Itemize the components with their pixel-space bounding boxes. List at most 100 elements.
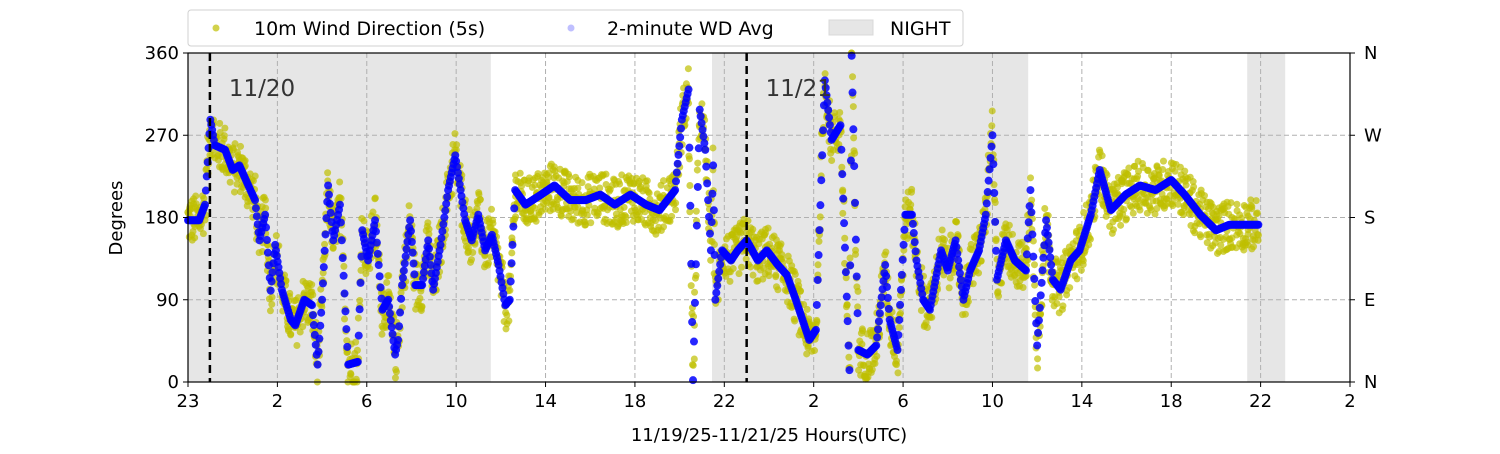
wd-avg-point [314,347,323,356]
wd-5s-point [643,177,651,185]
wd-avg-point [357,252,366,261]
wd-avg-point [507,259,516,268]
wd-5s-point [777,240,785,248]
wd-avg-point [339,271,348,280]
wd-5s-point [1200,192,1208,200]
wd-5s-point [1189,178,1197,186]
wd-avg-point [842,292,851,301]
wd-5s-point [759,275,767,283]
wd-5s-point [1098,152,1106,160]
wd-5s-point [940,236,948,244]
legend-5s-label: 10m Wind Direction (5s) [254,18,485,40]
legend-5s-marker [212,24,220,32]
wd-avg-point [705,229,714,238]
day-markers: 11/20 11/21 [208,53,832,382]
wd-avg-point [371,216,380,225]
wd-5s-point [1190,183,1198,191]
wd-5s-point [451,130,459,138]
wd-avg-point [340,289,349,298]
wd-avg-point [409,259,418,268]
wd-avg-point [419,274,428,283]
wd-avg-point [711,295,720,304]
x-axis-label: 11/19/25-11/21/25 Hours(UTC) [631,425,907,446]
wd-5s-point [296,328,304,336]
wd-avg-point [988,131,997,140]
x-tick-label: 14 [534,391,557,412]
wd-avg-point [410,270,419,279]
y-tick-label: 90 [156,290,179,311]
wd-avg-point [1046,253,1055,262]
wd-avg-point [373,249,382,258]
wd-avg-point [689,337,698,346]
wd-avg-point [371,227,380,236]
legend-night-label: NIGHT [890,18,951,40]
wd-avg-point [252,212,261,221]
wd-avg-point [396,308,405,317]
wd-5s-point [765,272,773,280]
wd-5s-point [698,100,706,108]
wd-avg-point [338,254,347,263]
wd-avg-point [898,255,907,264]
wd-5s-point [505,317,513,325]
wd-avg-point [459,204,468,213]
wd-5s-point [1153,205,1161,213]
wd-5s-point [329,244,337,252]
wd-avg-point [911,247,920,256]
wd-avg-point [684,85,693,94]
wd-5s-point [836,108,844,116]
wd-avg-point [324,190,333,199]
wd-avg-point [672,168,681,177]
wd-avg-point [696,112,705,121]
wd-avg-point [824,106,833,115]
wd-avg-point [908,219,917,228]
wd-5s-point [1028,196,1036,204]
wd-avg-point [822,91,831,100]
wd-avg-point [318,295,327,304]
wd-5s-point [969,280,977,288]
wd-avg-point [910,238,919,247]
wd-avg-point [852,272,861,281]
wd-5s-point [709,144,717,152]
wd-avg-point [419,268,428,277]
wd-5s-point [1030,261,1038,269]
wd-avg-point [442,199,451,208]
wd-avg-point [1042,216,1051,225]
wd-5s-point [569,215,577,223]
wd-5s-point [803,305,811,313]
wd-avg-point [1031,297,1040,306]
wd-avg-point [716,260,725,269]
wd-5s-point [1247,196,1255,204]
wd-avg-point [438,227,447,236]
x-tick-label: 2 [272,391,283,412]
wd-avg-point [426,261,435,270]
wd-avg-point [821,83,830,92]
wd-avg-point [695,105,704,114]
wd-avg-point [397,294,406,303]
wd-avg-point [308,311,317,320]
wd-avg-point [324,181,333,190]
wd-avg-point [1047,260,1056,269]
wd-avg-point [385,309,394,318]
wd-avg-point [1047,268,1056,277]
wd-5s-point [286,289,294,297]
wd-5s-point [534,170,542,178]
wd-5s-point [1059,254,1067,262]
wd-5s-point [851,149,859,157]
wd-avg-point [992,246,1001,255]
wd-5s-point [347,370,355,378]
wd-5s-point [1034,364,1042,372]
wd-5s-point [868,366,876,374]
wd-avg-point [406,216,415,225]
wd-avg-point [319,263,328,272]
wd-avg-point [315,334,324,343]
wd-avg-point [398,281,407,290]
wd-5s-point [838,163,846,171]
x-tick-label: 6 [897,391,908,412]
y-right-tick-label: S [1364,208,1375,229]
wd-avg-point [896,285,905,294]
wd-avg-point [847,51,856,60]
wd-5s-point [340,262,348,270]
wd-5s-point [602,170,610,178]
wd-5s-point [371,195,379,203]
wd-avg-point [268,268,277,277]
